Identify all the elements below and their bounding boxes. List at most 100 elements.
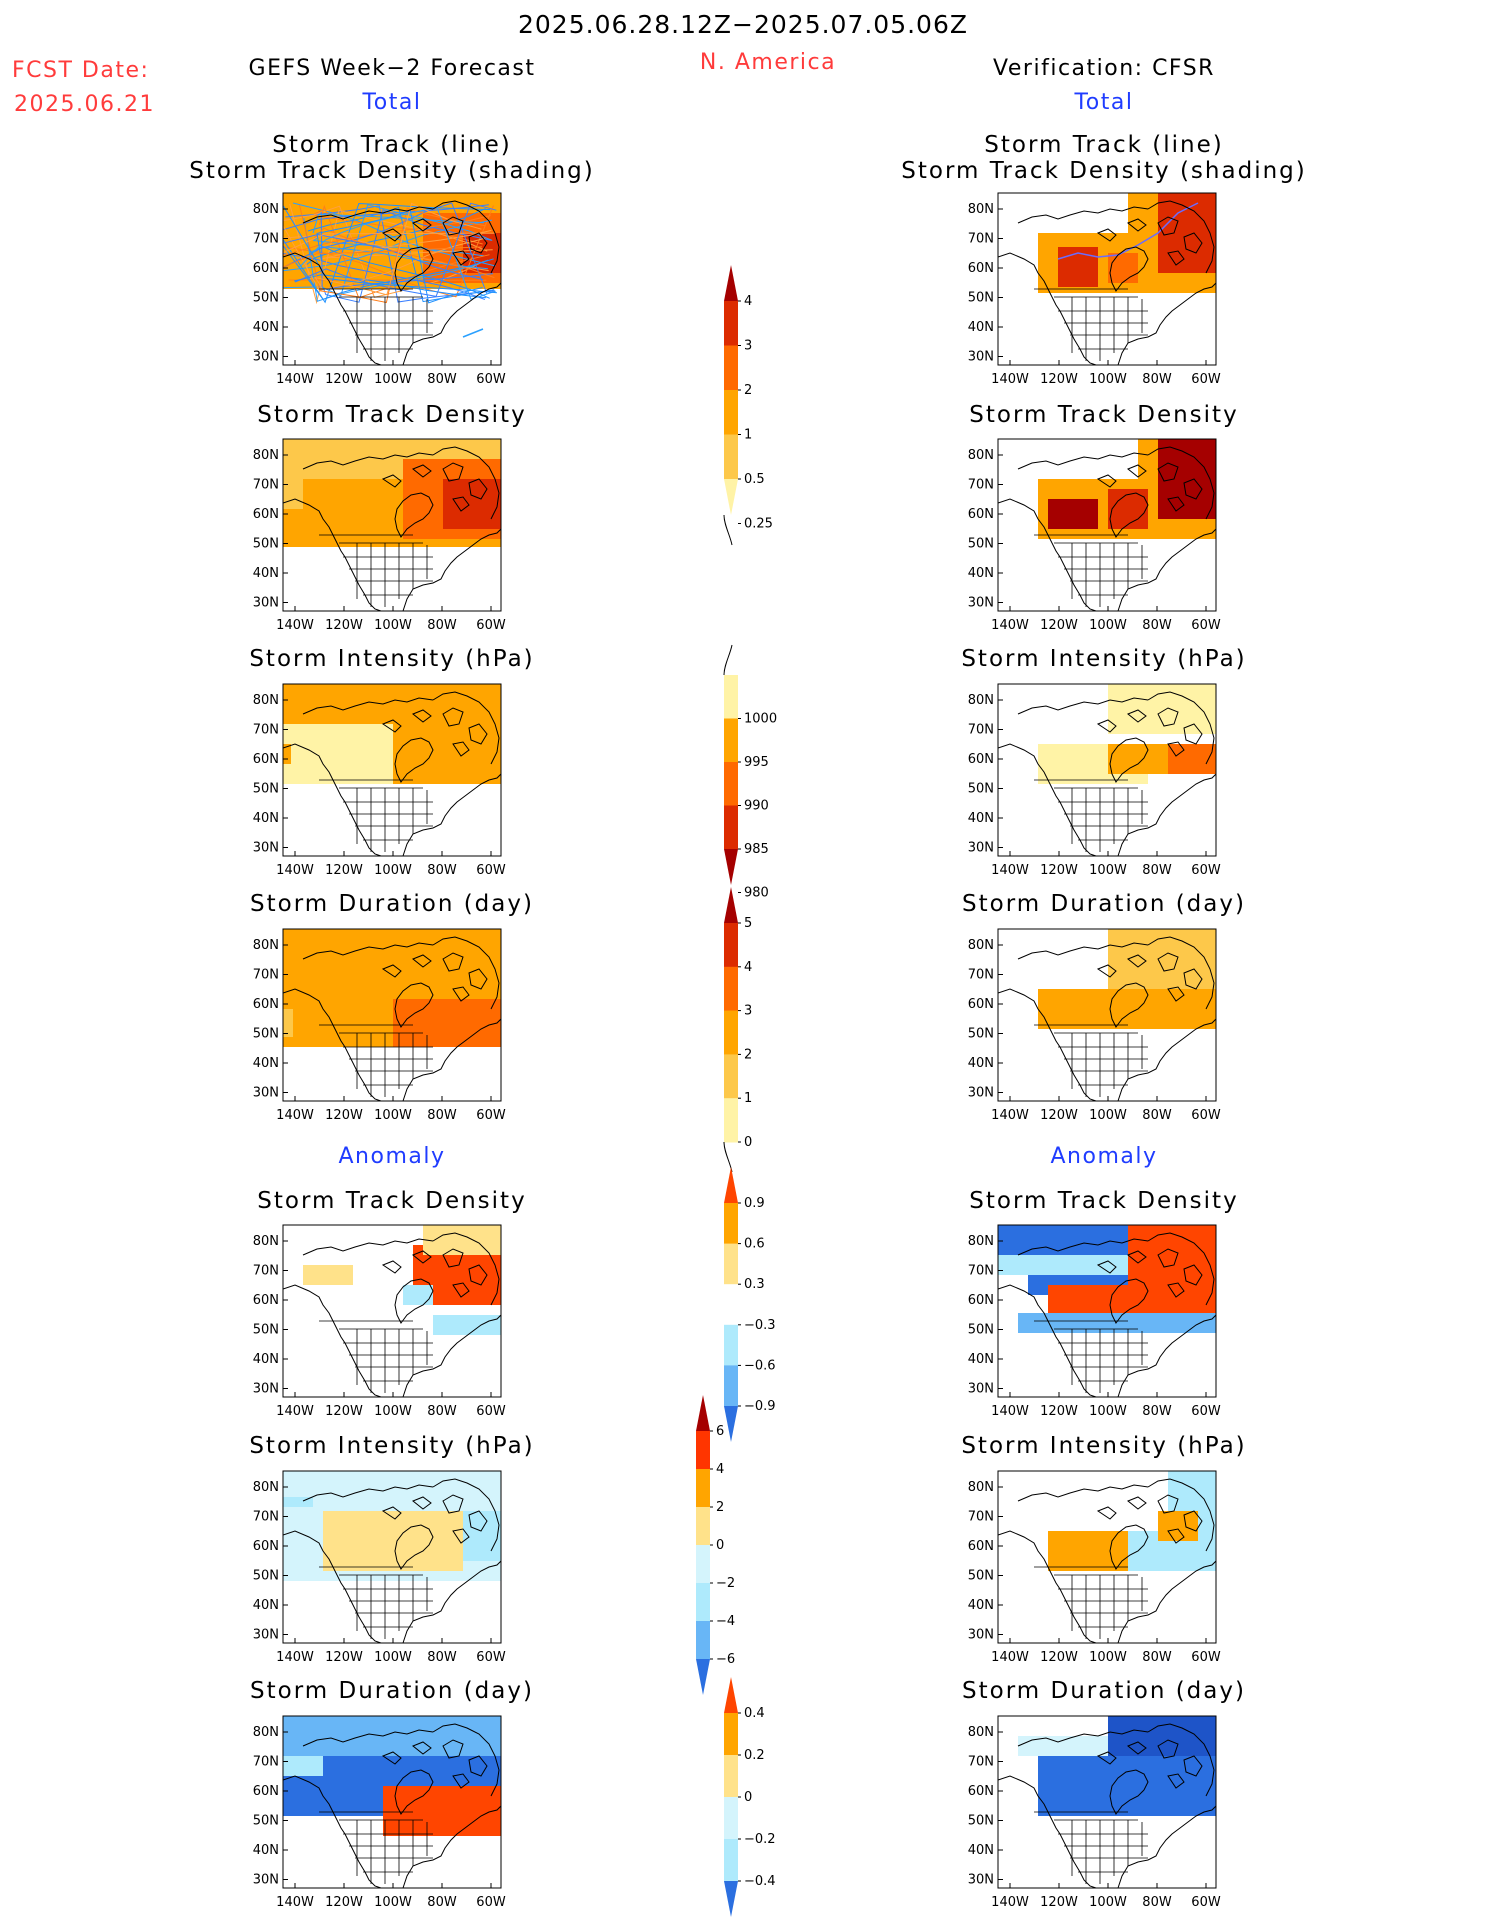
- lat-tick-label: 70N: [968, 478, 994, 493]
- coastline: [452, 496, 470, 512]
- lat-tick-label: 60N: [253, 1784, 279, 1799]
- map-panel: 80N 70N 60N 50N 40N 30N 140W 120W 100W 80W 60W: [253, 438, 506, 633]
- panel-title-anom-intensity-right: Storm Intensity (hPa): [961, 1433, 1247, 1459]
- right-column-title: Verification: CFSR: [993, 56, 1215, 81]
- panel-title-track-line-right: Storm Track (line): [984, 132, 1224, 158]
- storm-track-line: [294, 274, 487, 299]
- lat-tick-label: 50N: [253, 291, 279, 306]
- coastline: [381, 1260, 402, 1274]
- lon-tick-label: 60W: [476, 618, 506, 633]
- lon-tick-label: 80W: [427, 863, 457, 878]
- lat-tick-label: 40N: [253, 1056, 279, 1071]
- lon-tick-label: 120W: [325, 372, 363, 387]
- colorbar-duration: 5 4 3 2 1 0: [720, 887, 790, 1173]
- coastline: [1157, 1248, 1179, 1268]
- coastline: [381, 1751, 402, 1765]
- colorbar-label: 1: [744, 428, 752, 443]
- coastline: [412, 1496, 432, 1510]
- lat-tick-label: 30N: [253, 1873, 279, 1888]
- colorbar-density: 4 3 2 1 0.5 0.25: [720, 265, 790, 546]
- coastline: [302, 942, 434, 960]
- coastline: [1096, 474, 1117, 488]
- coastline: [452, 1773, 470, 1789]
- lon-tick-label: 80W: [1142, 1108, 1172, 1123]
- coastline: [1017, 1238, 1149, 1256]
- colorbar-box: [696, 1545, 710, 1584]
- colorbar-label: 4: [716, 1462, 724, 1477]
- shading-cell: [1158, 1511, 1198, 1541]
- coastline: [1157, 462, 1179, 482]
- colorbar-tail: [723, 644, 733, 676]
- coastline: [468, 478, 488, 500]
- coastline: [1117, 1314, 1216, 1397]
- coastline: [402, 1314, 501, 1397]
- lon-tick-label: 120W: [325, 618, 363, 633]
- coastline: [998, 988, 1097, 1101]
- coastline: [1017, 206, 1149, 224]
- coastline: [1117, 528, 1216, 611]
- lat-tick-label: 80N: [968, 693, 994, 708]
- lon-tick-label: 100W: [1089, 1650, 1127, 1665]
- colorbar-box: [724, 390, 738, 435]
- map-svg: 80N 70N 60N 50N 40N 30N 140W 120W 100W 80W 60W: [253, 683, 506, 878]
- map-panel: 80N 70N 60N 50N 40N 30N 140W 120W 100W 80W 60W: [968, 192, 1221, 387]
- colorbar-box: [724, 966, 738, 1012]
- lon-tick-label: 80W: [1142, 372, 1172, 387]
- lat-tick-label: 30N: [253, 1382, 279, 1397]
- lat-tick-label: 80N: [968, 202, 994, 217]
- map-panel: 80N 70N 60N 50N 40N 30N 140W 120W 100W 80W 60W: [968, 1470, 1221, 1665]
- coastline: [1017, 942, 1149, 960]
- lon-tick-label: 100W: [1089, 1404, 1127, 1419]
- lon-tick-label: 120W: [325, 1895, 363, 1910]
- lat-tick-label: 40N: [968, 1056, 994, 1071]
- lon-tick-label: 60W: [476, 1404, 506, 1419]
- lon-tick-label: 80W: [427, 372, 457, 387]
- lon-tick-label: 120W: [1040, 1650, 1078, 1665]
- coastline: [1127, 218, 1147, 232]
- coastline: [283, 1530, 382, 1643]
- coastline: [1147, 1478, 1215, 1552]
- left-column-title: GEFS Week−2 Forecast: [248, 56, 536, 81]
- coastline: [1109, 1278, 1149, 1324]
- map-svg: 80N 70N 60N 50N 40N 30N 140W 120W 100W 80W 60W: [253, 438, 506, 633]
- lon-tick-label: 60W: [1191, 1404, 1221, 1419]
- colorbar-svg: 0.4 0.2 0 −0.2 −0.4: [724, 1677, 776, 1917]
- coastline: [1183, 1264, 1203, 1286]
- coastline: [1127, 709, 1147, 723]
- coastline: [283, 743, 382, 856]
- storm-track-line: [283, 202, 488, 295]
- storm-track-line: [283, 215, 491, 256]
- coastline: [452, 1528, 470, 1544]
- colorbar-box: [724, 434, 738, 480]
- left-anomaly-label: Anomaly: [338, 1144, 446, 1169]
- coastline: [412, 1250, 432, 1264]
- shading-cell: [1158, 439, 1216, 519]
- region-title: N. America: [699, 50, 837, 75]
- lat-tick-label: 80N: [253, 448, 279, 463]
- coastline: [1096, 1751, 1117, 1765]
- map-frame: [997, 1224, 1217, 1398]
- coastline: [1127, 1496, 1147, 1510]
- shading-cell: [1048, 499, 1098, 529]
- colorbar-label: 0.2: [744, 1748, 765, 1763]
- colorbar-box: [696, 1469, 710, 1508]
- coastline: [1096, 228, 1117, 242]
- shading-cell: [283, 724, 393, 784]
- lat-tick-label: 70N: [253, 1755, 279, 1770]
- coastline: [468, 1264, 488, 1286]
- colorbar-box: [724, 1797, 738, 1840]
- lon-tick-label: 140W: [276, 618, 314, 633]
- map-frame: [282, 438, 502, 612]
- shading-cell: [1108, 684, 1216, 734]
- coastline: [394, 492, 434, 538]
- lon-tick-label: 100W: [374, 618, 412, 633]
- storm-track-line: [283, 202, 491, 304]
- map-panel: 80N 70N 60N 50N 40N 30N 140W 120W 100W 80W 60W: [968, 1224, 1221, 1419]
- lat-tick-label: 60N: [253, 1293, 279, 1308]
- shading-cell: [283, 1009, 293, 1037]
- colorbar-label: 4: [744, 294, 752, 309]
- lat-tick-label: 40N: [968, 1598, 994, 1613]
- colorbar-label: −0.4: [744, 1874, 776, 1889]
- shading-cell: [303, 1265, 353, 1285]
- shading-cell: [1108, 929, 1216, 999]
